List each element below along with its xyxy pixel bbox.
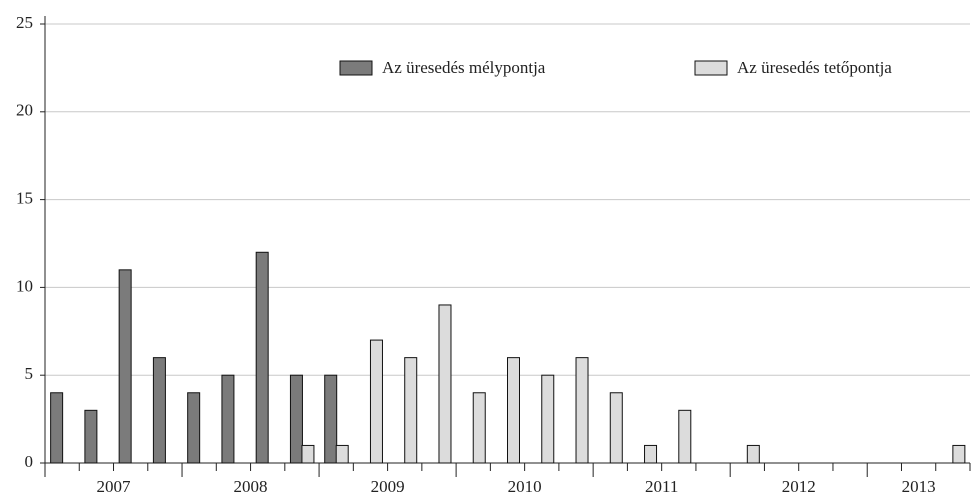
bar <box>289 374 303 464</box>
bar <box>575 357 589 464</box>
bar <box>541 374 555 464</box>
x-group-label: 2010 <box>508 477 542 496</box>
bar <box>507 357 520 464</box>
bar <box>152 357 166 464</box>
x-group-label: 2011 <box>645 477 678 496</box>
y-tick-label: 20 <box>16 101 33 120</box>
bar <box>50 392 64 464</box>
bar <box>84 409 98 464</box>
bar <box>678 409 692 464</box>
legend-swatch <box>339 60 373 76</box>
legend-label: Az üresedés tetőpontja <box>737 58 892 77</box>
bar <box>187 392 201 464</box>
bar <box>472 392 486 464</box>
bar <box>221 374 235 464</box>
y-tick-label: 0 <box>25 452 34 471</box>
y-tick-label: 10 <box>16 276 33 295</box>
x-group-label: 2008 <box>234 477 268 496</box>
bar <box>438 304 452 464</box>
y-tick-label: 5 <box>25 364 34 383</box>
bar <box>404 357 418 464</box>
x-group-label: 2012 <box>782 477 816 496</box>
bar <box>609 392 623 464</box>
bar <box>324 374 338 464</box>
bar <box>369 339 383 464</box>
bar <box>746 444 760 464</box>
bar <box>644 444 658 464</box>
bar <box>118 269 132 464</box>
legend-label: Az üresedés mélypontja <box>382 58 546 77</box>
y-tick-label: 15 <box>16 189 33 208</box>
bar <box>255 251 269 464</box>
x-group-label: 2007 <box>97 477 132 496</box>
bar <box>952 444 966 464</box>
bar <box>335 444 349 464</box>
y-tick-label: 25 <box>16 13 33 32</box>
x-group-label: 2013 <box>902 477 936 496</box>
x-group-label: 2009 <box>371 477 405 496</box>
legend-swatch <box>694 60 728 76</box>
bar <box>301 444 315 464</box>
